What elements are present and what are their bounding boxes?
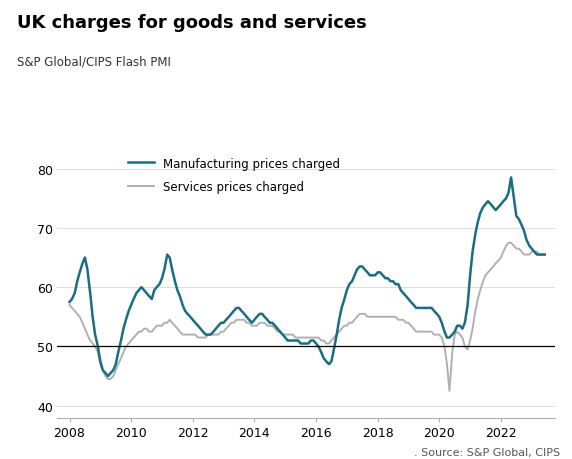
Services prices charged	[66, 302, 73, 308]
Manufacturing prices charged	[66, 300, 73, 305]
Manufacturing prices charged	[141, 288, 148, 293]
Line: Services prices charged: Services prices charged	[70, 243, 545, 391]
Services prices charged	[362, 311, 368, 317]
Services prices charged	[138, 329, 145, 335]
Line: Manufacturing prices charged: Manufacturing prices charged	[70, 178, 545, 376]
Services prices charged	[541, 252, 548, 258]
Manufacturing prices charged	[508, 175, 515, 181]
Manufacturing prices charged	[343, 288, 350, 293]
Services prices charged	[428, 329, 435, 335]
Services prices charged	[505, 241, 512, 246]
Manufacturing prices charged	[105, 374, 112, 379]
Services prices charged	[292, 335, 299, 341]
Services prices charged	[341, 323, 348, 329]
Manufacturing prices charged	[364, 270, 371, 275]
Text: UK charges for goods and services: UK charges for goods and services	[17, 14, 367, 32]
Text: S&P Global/CIPS Flash PMI: S&P Global/CIPS Flash PMI	[17, 55, 171, 68]
Legend: Manufacturing prices charged, Services prices charged: Manufacturing prices charged, Services p…	[128, 157, 340, 194]
Services prices charged	[508, 241, 515, 246]
Manufacturing prices charged	[295, 338, 301, 343]
Manufacturing prices charged	[541, 252, 548, 258]
Manufacturing prices charged	[431, 308, 438, 314]
Manufacturing prices charged	[505, 190, 512, 196]
Services prices charged	[446, 388, 453, 394]
Text: . Source: S&P Global, CIPS: . Source: S&P Global, CIPS	[415, 447, 561, 457]
